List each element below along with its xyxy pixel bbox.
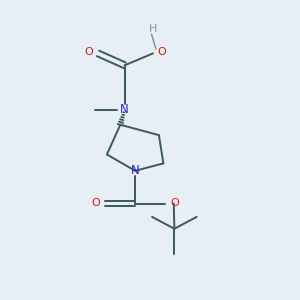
Text: O: O: [92, 199, 100, 208]
Text: O: O: [157, 47, 166, 57]
Text: N: N: [120, 103, 129, 116]
Text: H: H: [149, 24, 157, 34]
Text: O: O: [85, 47, 93, 57]
Text: O: O: [170, 199, 179, 208]
Text: N: N: [131, 164, 140, 177]
